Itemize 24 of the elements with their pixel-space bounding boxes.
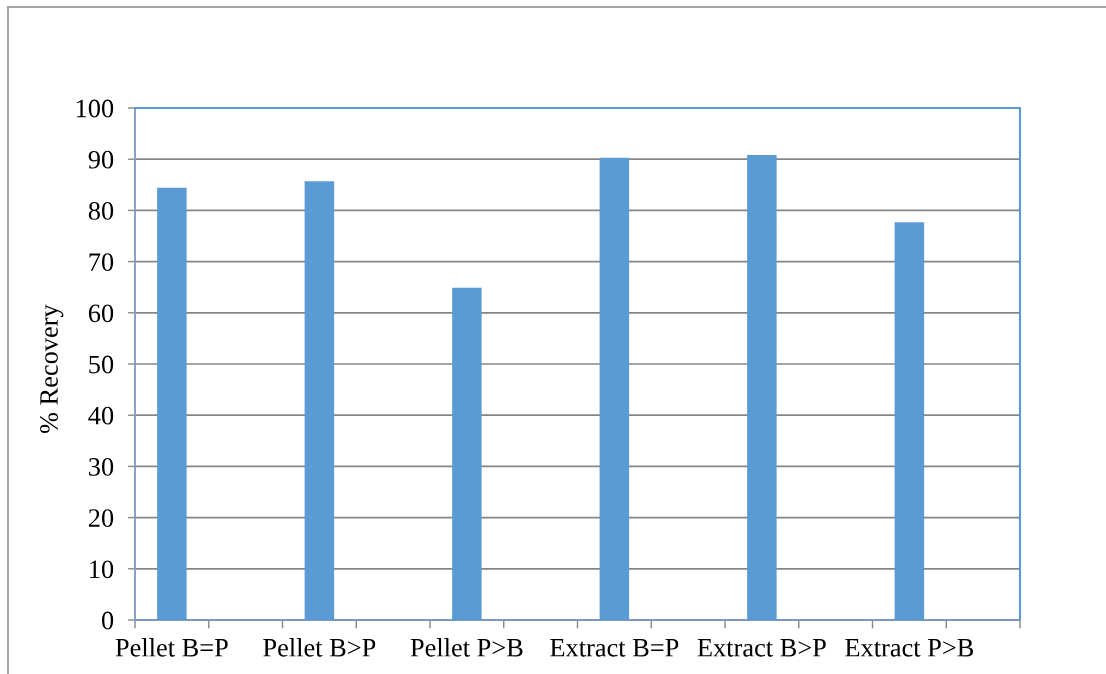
y-tick-label: 80 [88,202,114,220]
y-tick-label: 70 [89,253,114,272]
y-tick-label: 50 [89,355,114,374]
bar [452,287,482,620]
y-axis-title: % Recovery [40,304,64,434]
x-tick-label: Pellet B>P [263,638,376,657]
y-tick-label: 10 [90,560,114,579]
x-tick-label: Pellet B=P [115,638,228,657]
y-tick-label: 0 [101,611,114,630]
bar [157,187,187,620]
x-tick-label: Extract B=P [550,639,679,657]
y-tick-label: 40 [88,406,114,425]
x-tick-label: Pellet P>B [410,638,523,657]
bar [304,181,335,620]
y-tick-label: 20 [88,509,114,528]
y-tick-label: 90 [88,150,114,169]
x-tick-label: Extract P>B [845,639,974,657]
y-tick-label: 100 [76,99,114,118]
y-tick-label: 30 [89,458,114,476]
bar [894,222,925,620]
x-tick-label: Extract B>P [697,639,826,657]
bar [747,155,777,620]
y-tick-label: 60 [88,304,114,323]
bar [599,157,630,620]
